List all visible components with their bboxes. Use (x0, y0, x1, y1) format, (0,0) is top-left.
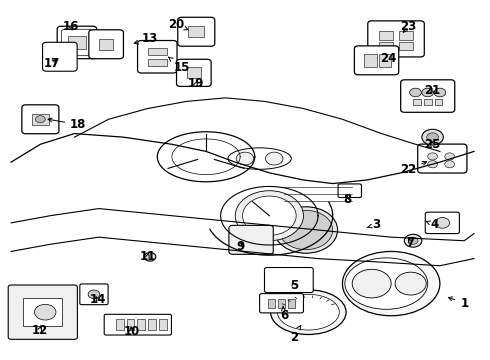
FancyBboxPatch shape (22, 105, 59, 134)
Bar (99, 39, 114, 50)
Circle shape (434, 88, 446, 97)
Bar (399, 42, 413, 50)
FancyBboxPatch shape (138, 41, 177, 73)
Circle shape (427, 133, 439, 141)
Text: 25: 25 (424, 139, 441, 152)
Text: 15: 15 (169, 57, 190, 74)
Circle shape (428, 153, 438, 160)
Bar (399, 31, 413, 40)
FancyBboxPatch shape (401, 80, 455, 112)
Bar (379, 54, 391, 67)
Circle shape (274, 207, 338, 253)
Bar (288, 298, 294, 308)
Text: 19: 19 (188, 77, 204, 90)
Circle shape (445, 161, 455, 168)
Bar (187, 67, 201, 78)
Text: 6: 6 (280, 306, 288, 322)
Circle shape (236, 152, 254, 165)
Text: 8: 8 (343, 193, 351, 206)
Bar (147, 59, 167, 66)
Bar (159, 319, 167, 330)
FancyBboxPatch shape (265, 267, 313, 293)
Ellipse shape (343, 251, 440, 316)
Bar (278, 298, 285, 308)
Text: 18: 18 (48, 118, 87, 131)
Text: 7: 7 (407, 236, 415, 249)
FancyBboxPatch shape (229, 225, 273, 254)
Circle shape (435, 217, 450, 228)
Text: 2: 2 (290, 325, 301, 344)
FancyBboxPatch shape (43, 42, 77, 71)
Text: 21: 21 (424, 84, 441, 97)
Text: 20: 20 (168, 18, 188, 31)
FancyBboxPatch shape (368, 21, 424, 57)
Bar (116, 319, 123, 330)
Circle shape (410, 88, 421, 97)
Text: 13: 13 (134, 32, 158, 45)
Circle shape (243, 196, 296, 235)
Text: 5: 5 (290, 279, 298, 292)
FancyBboxPatch shape (354, 46, 399, 75)
Text: 9: 9 (236, 240, 244, 253)
FancyBboxPatch shape (89, 30, 123, 59)
Circle shape (266, 152, 283, 165)
Ellipse shape (345, 258, 428, 309)
FancyBboxPatch shape (8, 285, 77, 339)
Bar (424, 99, 432, 105)
Bar (413, 99, 421, 105)
Text: 22: 22 (400, 162, 427, 176)
Bar (269, 298, 275, 308)
Circle shape (34, 304, 56, 320)
Circle shape (144, 252, 156, 261)
Text: 24: 24 (381, 52, 397, 65)
FancyBboxPatch shape (338, 184, 362, 198)
Circle shape (408, 237, 418, 244)
Text: 1: 1 (448, 297, 468, 310)
FancyBboxPatch shape (176, 59, 211, 86)
Bar (189, 26, 204, 37)
FancyBboxPatch shape (104, 314, 172, 335)
Ellipse shape (277, 294, 339, 330)
Circle shape (352, 269, 391, 298)
Circle shape (422, 129, 443, 145)
Bar (126, 319, 134, 330)
Ellipse shape (270, 290, 346, 334)
Bar (365, 54, 376, 67)
Circle shape (279, 210, 333, 249)
Circle shape (428, 161, 438, 168)
Text: 12: 12 (31, 324, 48, 337)
Bar (31, 113, 49, 125)
Text: 14: 14 (90, 293, 106, 306)
Circle shape (395, 272, 426, 295)
FancyBboxPatch shape (61, 29, 93, 56)
Bar (147, 48, 167, 55)
Circle shape (445, 153, 455, 160)
Text: 16: 16 (63, 20, 79, 33)
Circle shape (35, 116, 45, 123)
Bar (435, 99, 442, 105)
Circle shape (422, 88, 434, 97)
Text: 4: 4 (425, 218, 439, 231)
Bar (137, 319, 145, 330)
Circle shape (404, 234, 422, 247)
Circle shape (88, 290, 100, 298)
Bar (148, 319, 156, 330)
Bar (24, 298, 62, 327)
FancyBboxPatch shape (260, 294, 303, 313)
Text: 11: 11 (140, 250, 156, 263)
Bar (379, 31, 393, 40)
Text: 23: 23 (400, 20, 416, 33)
FancyBboxPatch shape (80, 284, 108, 305)
FancyBboxPatch shape (417, 144, 467, 173)
FancyBboxPatch shape (425, 212, 460, 234)
Bar (68, 36, 86, 49)
Text: 3: 3 (367, 218, 381, 231)
Circle shape (235, 191, 303, 241)
Text: 17: 17 (44, 57, 60, 71)
FancyBboxPatch shape (57, 26, 97, 59)
Ellipse shape (228, 148, 291, 169)
Bar (379, 42, 393, 50)
FancyBboxPatch shape (178, 17, 215, 46)
Text: 10: 10 (124, 325, 140, 338)
